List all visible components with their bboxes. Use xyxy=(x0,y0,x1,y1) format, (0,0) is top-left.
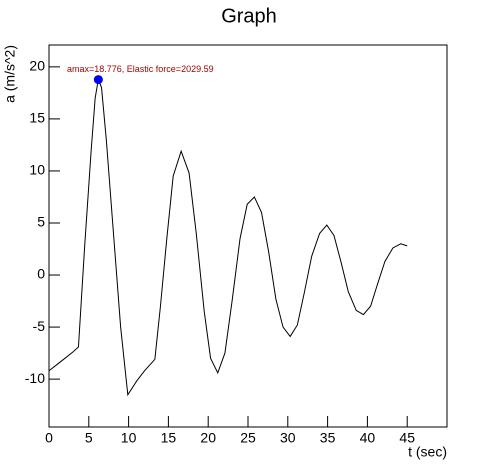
y-tick-label: -10 xyxy=(25,370,45,386)
y-tick-label: 10 xyxy=(29,162,45,178)
x-tick-label: 5 xyxy=(85,430,93,446)
max-marker xyxy=(93,75,103,85)
x-tick-label: 20 xyxy=(200,430,216,446)
x-tick-label: 0 xyxy=(45,430,53,446)
y-tick-label: -5 xyxy=(33,318,46,334)
x-tick-label: 45 xyxy=(399,430,415,446)
x-tick-label: 10 xyxy=(121,430,137,446)
y-tick-label: 5 xyxy=(37,214,45,230)
y-tick-label: 15 xyxy=(29,110,45,126)
annotation: amax=18.776, Elastic force=2029.59 xyxy=(67,64,214,74)
x-tick-label: 30 xyxy=(280,430,296,446)
x-tick-label: 40 xyxy=(360,430,376,446)
x-tick-label: 35 xyxy=(320,430,336,446)
x-tick-label: 15 xyxy=(161,430,177,446)
y-tick-label: 0 xyxy=(37,266,45,282)
y-axis-label: a (m/s^2) xyxy=(2,45,18,103)
y-tick-label: 20 xyxy=(29,58,45,74)
x-tick-label: 25 xyxy=(240,430,256,446)
x-axis-label: t (sec) xyxy=(408,444,447,460)
chart-title: Graph xyxy=(221,5,277,27)
